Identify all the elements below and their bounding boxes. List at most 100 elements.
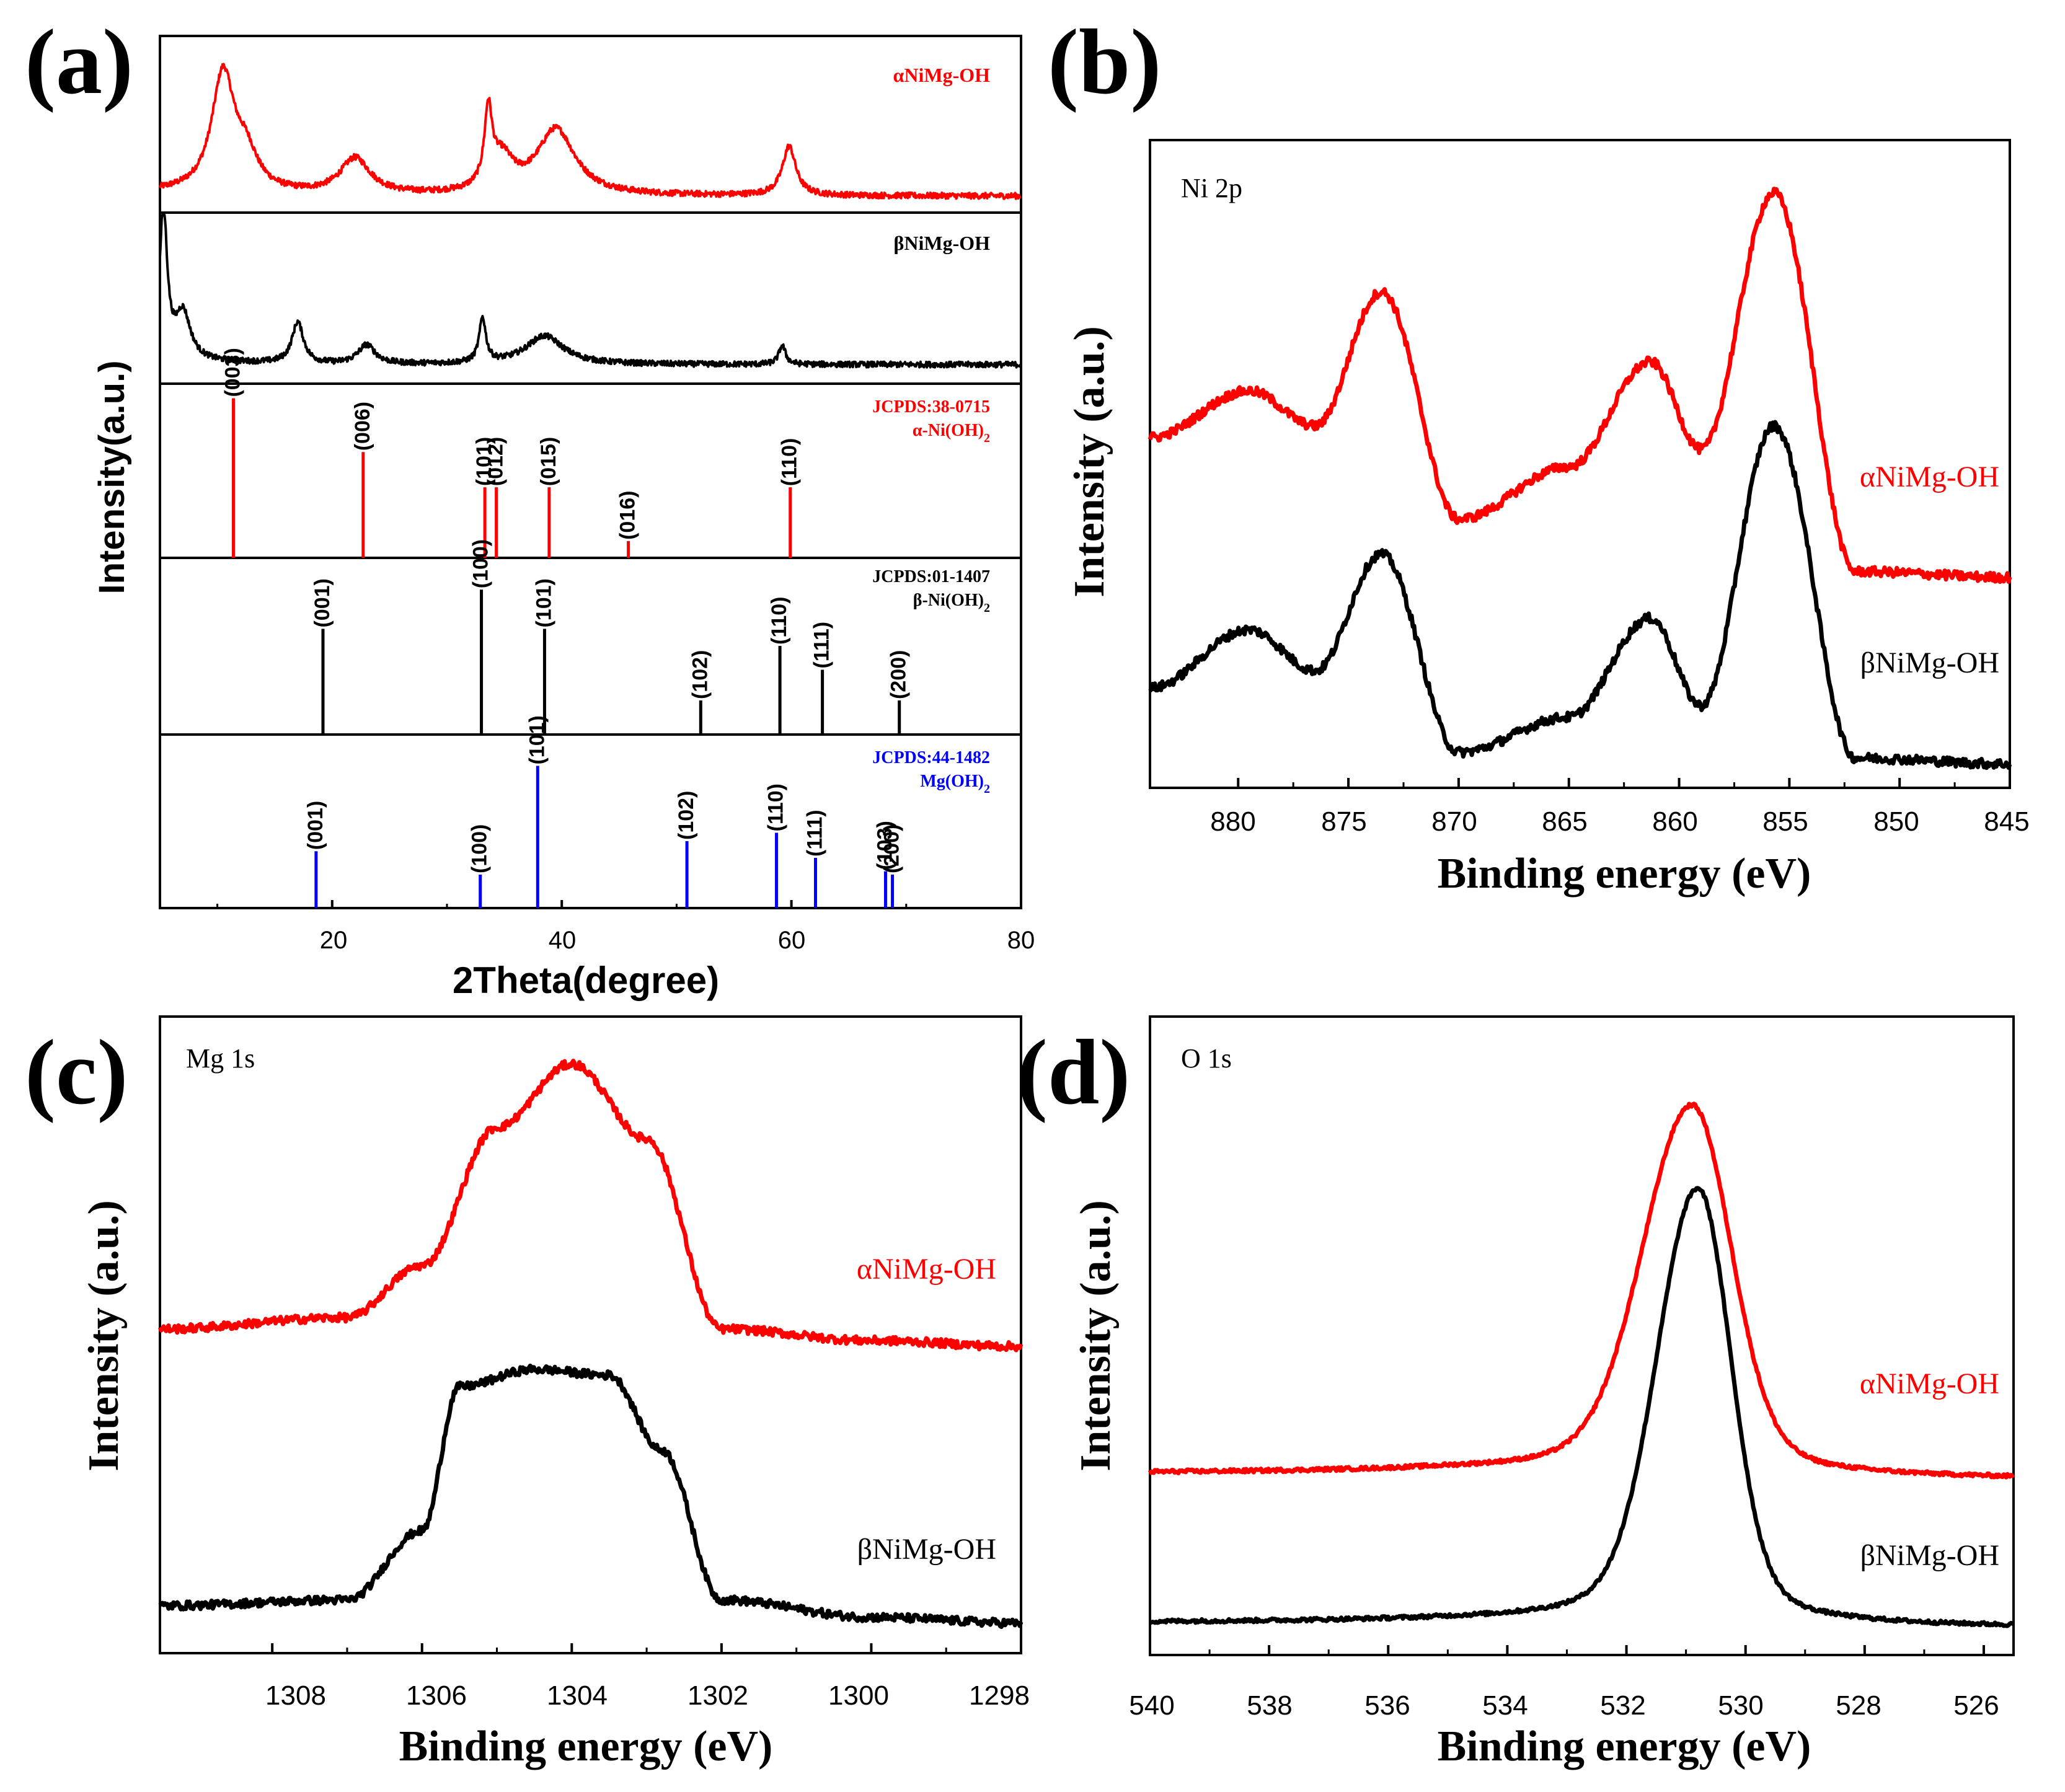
panel-a-subplot-frame <box>159 35 1022 214</box>
panel-d-frame <box>1149 1015 2015 1656</box>
panel-b-xlabel: Binding energy (eV) <box>1438 850 1811 898</box>
panel-a-hkl-label: (102) <box>674 791 698 840</box>
panel-a-hkl-label: (012) <box>484 437 508 486</box>
panel-d-xtick: 532 <box>1600 1690 1645 1721</box>
ref-beta-phase-text: β-Ni(OH) <box>913 591 984 610</box>
panel-c-tick-labels: 1308 1306 1304 1302 1300 1298 <box>265 1680 1030 1711</box>
panel-a-hkl-label: (110) <box>767 597 791 645</box>
panel-c-xlabel: Binding energy (eV) <box>399 1723 773 1770</box>
panel-a-xrd-alpha-line <box>159 63 1022 200</box>
panel-a-hkl-label: (103) <box>873 821 896 870</box>
panel-d-spectrum-beta-line <box>1149 1186 2015 1628</box>
panel-a-hkl-label: (006) <box>351 402 374 451</box>
panel-d-xtick: 538 <box>1247 1690 1292 1721</box>
panel-c-ylabel: Intensity (a.u.) <box>80 1200 128 1472</box>
panel-c-xtick: 1306 <box>406 1680 467 1711</box>
panel-a-hkl-label: (001) <box>304 801 327 850</box>
ref-alpha-phase-sub: 2 <box>984 431 990 445</box>
panel-b-xtick: 860 <box>1652 806 1697 837</box>
panel-b-spectrum-beta-line <box>1148 420 2012 770</box>
panel-a-ylabel: Intensity(a.u.) <box>92 360 132 594</box>
panel-a-xrd-beta-line <box>159 214 1022 369</box>
panel-c-frame <box>159 1015 1022 1654</box>
panel-d-spectrum-alpha-line <box>1147 1101 2015 1480</box>
panel-a-hkl-label: (100) <box>468 824 492 873</box>
panel-d: (d) O 1s Intensity (a.u.) Binding energy… <box>1017 1021 1999 1770</box>
ref-mg-phase-sub: 2 <box>984 782 990 796</box>
ref-mg-code: JCPDS:44-1482 <box>872 748 990 767</box>
ref-mg-phase-text: Mg(OH) <box>920 772 984 791</box>
panel-c-xtick: 1298 <box>969 1680 1030 1711</box>
panel-d-annotation: O 1s <box>1181 1043 1232 1074</box>
panel-a-hkl-label: (003) <box>221 348 245 397</box>
panel-d-xtick: 534 <box>1482 1690 1528 1721</box>
panel-a-hkl-label: (101) <box>472 437 496 486</box>
panel-a-label: (a) <box>25 11 133 113</box>
panel-d-xtick: 530 <box>1718 1690 1763 1721</box>
panel-b-xtick: 850 <box>1873 806 1919 837</box>
panel-a-hkl-label: (110) <box>778 438 802 487</box>
panel-a: (a) Intensity(a.u.) 2Theta(degree) 20 40… <box>25 11 1035 1001</box>
panel-a-tick-labels: 20 40 60 80 <box>320 927 1035 954</box>
panel-a-hkl-label: (111) <box>810 622 834 669</box>
panel-c: (c) Mg 1s Intensity (a.u.) Binding energ… <box>25 1021 1030 1770</box>
panel-d-xtick: 540 <box>1129 1690 1174 1721</box>
panel-a-xtick: 60 <box>778 927 806 954</box>
panel-b-legend-alpha: αNiMg-OH <box>1860 461 1999 493</box>
panel-b-ylabel: Intensity (a.u.) <box>1066 326 1113 598</box>
panel-b-legend-beta: βNiMg-OH <box>1860 647 1999 679</box>
ref-alpha-phase: α-Ni(OH)2 <box>913 421 990 445</box>
ref-beta-code: JCPDS:01-1407 <box>872 567 990 586</box>
panel-b-xtick: 845 <box>1984 806 2029 837</box>
panel-a-hkl-label: (200) <box>880 824 904 873</box>
panel-c-legend-alpha: αNiMg-OH <box>857 1253 996 1286</box>
panel-a-xlabel: 2Theta(degree) <box>453 960 719 1001</box>
panel-a-hkl-label: (016) <box>616 491 640 540</box>
panel-b-tick-labels: 880 875 870 865 860 855 850 845 <box>1210 806 2029 837</box>
panel-a-legend-beta: βNiMg-OH <box>894 232 991 254</box>
panel-d-xtick: 526 <box>1953 1690 1999 1721</box>
panel-c-spectrum-alpha-line <box>157 1059 1024 1353</box>
panel-a-hkl-label: (101) <box>525 715 549 764</box>
panel-a-hkl-label: (001) <box>311 578 334 627</box>
panel-d-xlabel: Binding energy (eV) <box>1438 1723 1811 1770</box>
ref-beta-phase: β-Ni(OH)2 <box>913 591 990 615</box>
panel-b: (b) Ni 2p Intensity (a.u.) Binding energ… <box>1048 11 2030 898</box>
panel-d-ylabel: Intensity (a.u.) <box>1072 1200 1120 1472</box>
ref-alpha-phase-text: α-Ni(OH) <box>913 421 984 440</box>
ref-alpha-code: JCPDS:38-0715 <box>872 397 990 417</box>
panel-b-frame <box>1149 139 2011 789</box>
panel-a-subplot-frame <box>159 733 1022 909</box>
panel-d-legend-beta: βNiMg-OH <box>1860 1539 1999 1572</box>
panel-b-xtick: 865 <box>1542 806 1587 837</box>
ref-mg-phase: Mg(OH)2 <box>920 772 990 796</box>
panel-a-hkl-label: (102) <box>688 650 712 699</box>
ref-beta-phase-sub: 2 <box>984 601 990 615</box>
panel-a-xtick: 80 <box>1007 927 1035 954</box>
panel-a-xtick: 20 <box>320 927 348 954</box>
chart-marks: (003)(006)(101)(012) (015)(016)(110)(001)… <box>157 35 2015 1656</box>
panel-b-label: (b) <box>1048 11 1161 113</box>
panel-a-hkl-label: (015) <box>537 437 560 486</box>
panel-a-hkl-label: (100) <box>469 539 493 588</box>
panel-b-xtick: 875 <box>1321 806 1366 837</box>
panel-a-hkl-label: (111) <box>803 810 826 857</box>
panel-c-xtick: 1304 <box>547 1680 608 1711</box>
panel-d-xtick: 536 <box>1364 1690 1410 1721</box>
panel-c-legend-beta: βNiMg-OH <box>857 1533 996 1566</box>
panel-d-legend-alpha: αNiMg-OH <box>1860 1367 1999 1400</box>
panel-d-label: (d) <box>1017 1021 1130 1124</box>
panel-b-annotation: Ni 2p <box>1181 173 1242 203</box>
panel-c-spectrum-beta-line <box>158 1363 1024 1629</box>
panel-a-hkl-label: (101) <box>532 578 555 627</box>
panel-c-label: (c) <box>25 1021 128 1124</box>
panel-a-hkl-label: (200) <box>887 650 911 699</box>
panel-a-legend-alpha: αNiMg-OH <box>893 64 991 86</box>
panel-c-xtick: 1302 <box>688 1680 748 1711</box>
panel-d-tick-labels: 540 538 536 534 532 530 528 526 <box>1129 1690 1999 1721</box>
panel-c-xtick: 1300 <box>828 1680 889 1711</box>
panel-a-hkl-label: (110) <box>764 783 788 832</box>
panel-b-xtick: 855 <box>1762 806 1808 837</box>
panel-b-xtick: 870 <box>1431 806 1477 837</box>
